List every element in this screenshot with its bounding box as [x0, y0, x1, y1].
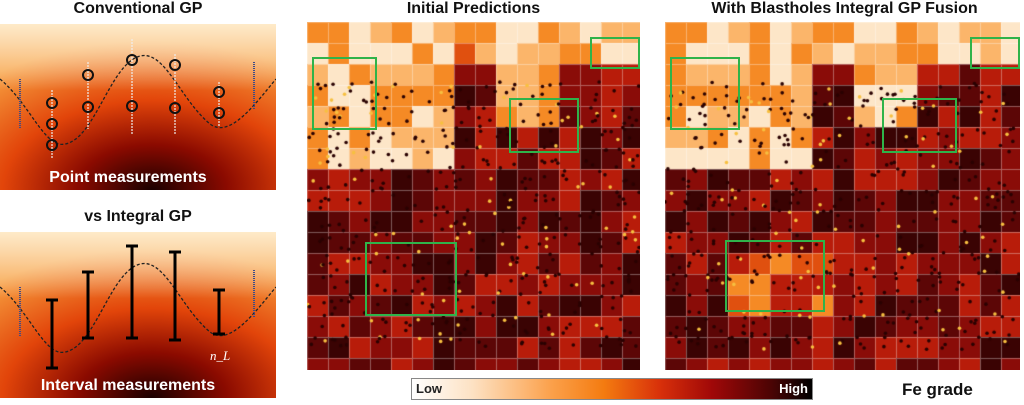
- highlight-box: [670, 57, 740, 130]
- interval-measurements-panel: n_L Interval measurements: [0, 232, 276, 398]
- interval-measurements-caption: Interval measurements: [41, 377, 215, 394]
- integral-gp-title: vs Integral GP: [84, 208, 192, 225]
- initial-predictions-map: [307, 22, 640, 370]
- colorbar-title: Fe grade: [902, 380, 973, 399]
- highlight-box: [882, 98, 957, 153]
- conventional-gp-title: Conventional GP: [73, 0, 203, 17]
- point-measurements-caption: Point measurements: [49, 169, 206, 186]
- fusion-title: With Blastholes Integral GP Fusion: [711, 0, 978, 17]
- highlight-box: [725, 240, 825, 312]
- colorbar-high-label: High: [779, 381, 808, 396]
- point-measurements-panel: Point measurements: [0, 24, 276, 190]
- highlight-box: [509, 98, 579, 153]
- highlight-box: [365, 242, 457, 316]
- n-l-annotation: n_L: [210, 348, 230, 363]
- fe-grade-colorbar: Low High: [411, 378, 813, 400]
- fusion-map: [665, 22, 1020, 370]
- highlight-box: [312, 57, 377, 130]
- initial-predictions-title: Initial Predictions: [406, 0, 541, 17]
- colorbar-low-label: Low: [416, 381, 442, 396]
- highlight-box: [970, 37, 1020, 69]
- highlight-box: [590, 37, 640, 69]
